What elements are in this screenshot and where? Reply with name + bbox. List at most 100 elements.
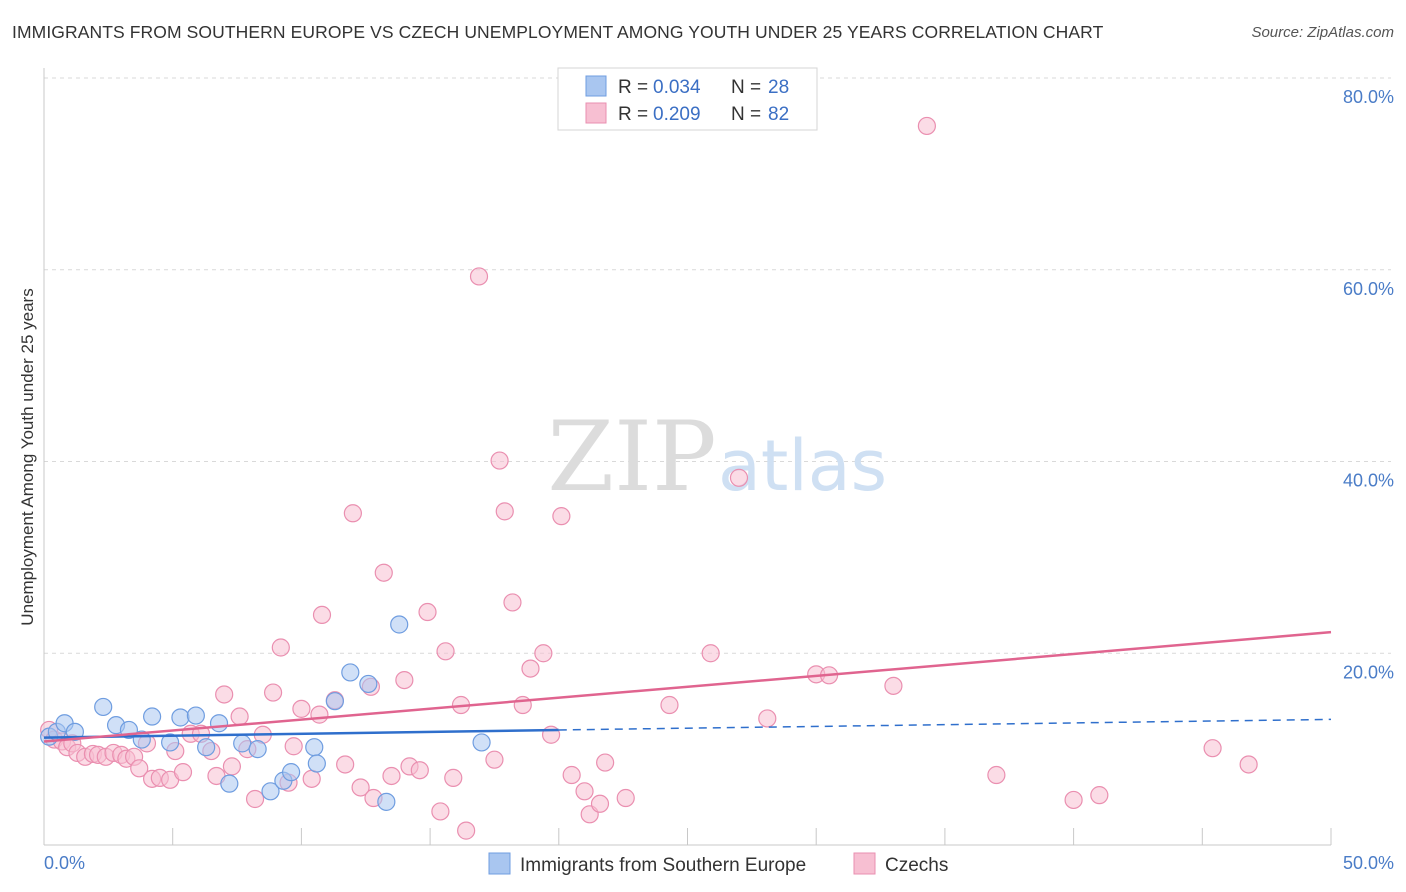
southern-europe-point xyxy=(161,733,180,752)
legend-r-label-blue: R = xyxy=(618,77,653,98)
bottom-legend: Immigrants from Southern Europe Czechs xyxy=(488,852,948,876)
czechs-point xyxy=(215,685,234,704)
legend: R = 0.034 N = 28 R = 0.209 N = 82 xyxy=(557,67,818,131)
czechs-point xyxy=(1090,786,1109,805)
czechs-point xyxy=(1064,790,1083,810)
czechs-point xyxy=(436,642,455,661)
southern-europe-point xyxy=(143,707,162,726)
czechs-point xyxy=(596,753,615,772)
czechs-point xyxy=(245,789,265,809)
czechs-point xyxy=(490,451,509,470)
czechs-point xyxy=(336,755,355,774)
source-label: Source: ZipAtlas.com xyxy=(1251,24,1394,41)
southern-europe-point xyxy=(197,738,216,757)
y-axis-label: Unemployment Among Youth under 25 years xyxy=(18,288,37,625)
czechs-point xyxy=(343,504,362,523)
czechs-point xyxy=(130,759,149,778)
legend-n-label-blue: N = xyxy=(731,77,766,98)
czechs-point xyxy=(660,695,679,715)
czechs-point xyxy=(263,683,283,702)
southern-europe-point xyxy=(94,697,113,717)
trend-lines xyxy=(43,630,1332,743)
czechs-point xyxy=(312,605,332,625)
southern-europe-point xyxy=(341,663,360,682)
czechs-point xyxy=(729,468,749,487)
czechs-point xyxy=(575,782,594,801)
southern-europe-point xyxy=(186,706,205,725)
legend-n-value-pink: 82 xyxy=(768,104,789,125)
series-southern-europe xyxy=(40,615,491,811)
watermark-atlas: atlas xyxy=(718,425,887,507)
southern-europe-point xyxy=(307,754,326,773)
czechs-point xyxy=(503,593,522,612)
czechs-point xyxy=(351,778,370,797)
czechs-point xyxy=(444,768,463,787)
gridlines xyxy=(44,77,1391,654)
czechs-point xyxy=(701,644,720,663)
southern-europe-point xyxy=(472,733,491,752)
trend-southern-europe-solid xyxy=(43,728,559,739)
x-tick-label-min: 0.0% xyxy=(44,853,85,873)
southern-europe-point xyxy=(359,674,378,694)
czechs-point xyxy=(222,757,242,776)
czechs-point xyxy=(485,750,504,769)
southern-europe-point xyxy=(233,734,252,753)
czechs-point xyxy=(382,766,401,786)
czechs-point xyxy=(616,788,635,808)
czechs-point xyxy=(534,644,553,663)
czechs-point xyxy=(552,507,571,526)
southern-europe-point xyxy=(305,738,324,757)
czechs-point xyxy=(495,502,514,521)
czechs-point xyxy=(395,670,414,690)
czechs-point xyxy=(457,821,476,840)
y-tick-label-80: 80.0% xyxy=(1343,87,1394,107)
legend-swatch-blue xyxy=(585,75,607,97)
czechs-point xyxy=(758,709,777,728)
watermark-zip: ZIP xyxy=(547,401,716,513)
czechs-point xyxy=(374,563,393,582)
legend-r-label-pink: R = xyxy=(618,104,653,125)
czechs-point xyxy=(917,116,936,136)
legend-r-value-blue: 0.034 xyxy=(653,77,701,98)
czechs-point xyxy=(292,699,311,718)
legend-r-value-pink: 0.209 xyxy=(653,104,701,125)
y-tick-labels: 20.0% 40.0% 60.0% 80.0% xyxy=(1343,87,1394,682)
czechs-point xyxy=(987,765,1006,785)
czechs-point xyxy=(431,802,450,821)
x-tick-label-max: 50.0% xyxy=(1343,853,1394,873)
southern-europe-point xyxy=(220,774,239,793)
y-tick-label-20: 20.0% xyxy=(1343,662,1394,682)
czechs-point xyxy=(1239,755,1258,774)
bottom-legend-label-pink: Czechs xyxy=(885,855,948,876)
czechs-point xyxy=(590,794,610,813)
y-tick-label-40: 40.0% xyxy=(1343,471,1394,491)
southern-europe-point xyxy=(248,740,267,759)
legend-n-label-pink: N = xyxy=(731,104,766,125)
czechs-point xyxy=(310,705,329,724)
southern-europe-point xyxy=(377,792,396,811)
czechs-point xyxy=(230,707,249,726)
bottom-legend-swatch-pink xyxy=(853,852,876,875)
southern-europe-point xyxy=(171,708,190,727)
x-axis-ticks xyxy=(43,828,1332,845)
trend-czechs xyxy=(43,630,1332,743)
bottom-legend-swatch-blue xyxy=(488,852,511,875)
czechs-point xyxy=(271,638,290,657)
czechs-point xyxy=(1203,739,1222,758)
czechs-point xyxy=(562,765,581,785)
southern-europe-point xyxy=(209,714,229,733)
southern-europe-point xyxy=(390,615,409,634)
bottom-legend-label-blue: Immigrants from Southern Europe xyxy=(520,855,806,876)
czechs-point xyxy=(173,763,193,782)
y-tick-label-60: 60.0% xyxy=(1343,279,1394,299)
czechs-point xyxy=(521,659,540,678)
czechs-point xyxy=(410,761,429,780)
chart-title: IMMIGRANTS FROM SOUTHERN EUROPE VS CZECH… xyxy=(12,22,1104,42)
legend-swatch-pink xyxy=(585,102,607,124)
czechs-point xyxy=(302,769,321,788)
czechs-point xyxy=(284,737,303,756)
southern-europe-point xyxy=(282,763,301,782)
czechs-point xyxy=(418,602,437,622)
southern-europe-point xyxy=(261,782,280,801)
